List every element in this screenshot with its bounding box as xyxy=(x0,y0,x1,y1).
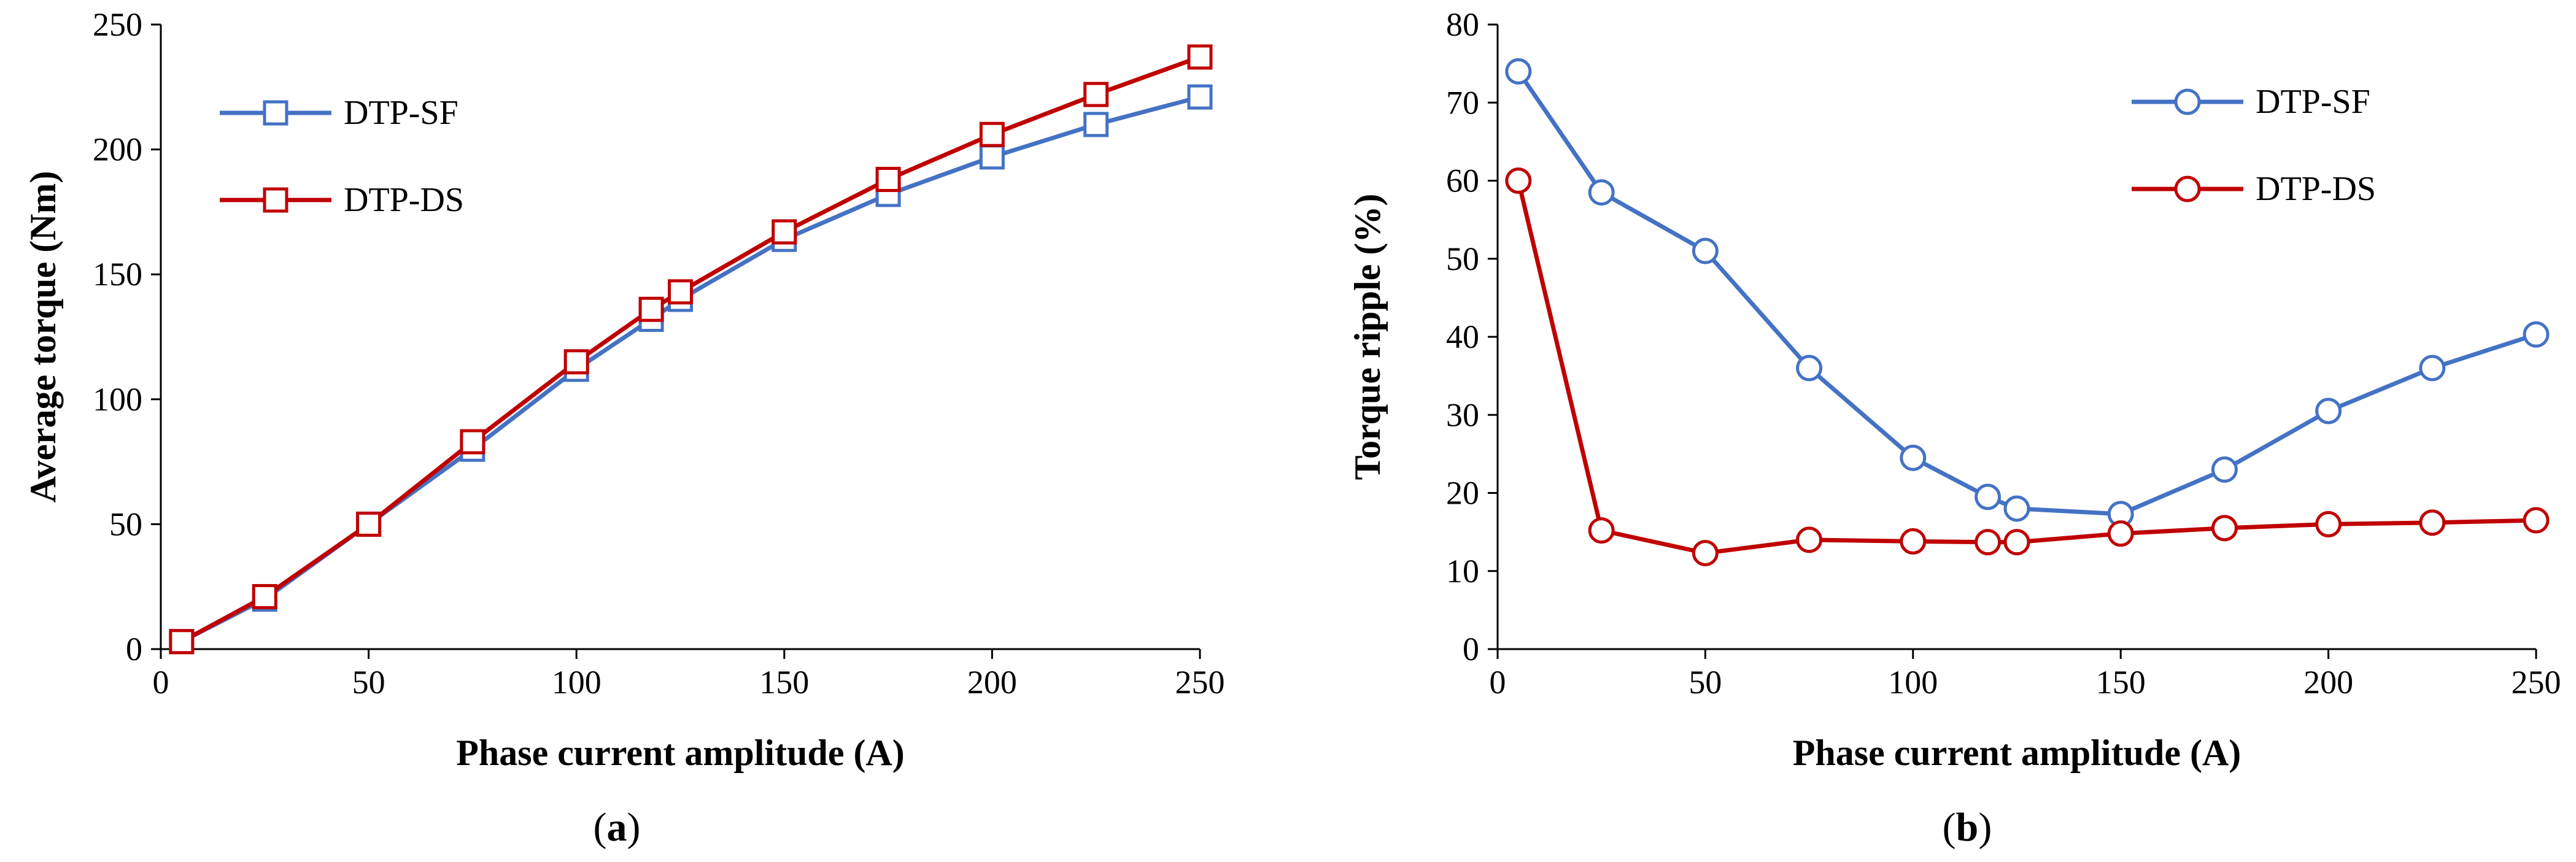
legend-label: DTP-DS xyxy=(2256,170,2376,208)
legend-label: DTP-DS xyxy=(344,181,464,219)
x-tick-label: 250 xyxy=(2512,664,2561,701)
y-tick-label: 40 xyxy=(1446,318,1479,355)
y-tick-label: 250 xyxy=(93,6,142,43)
legend-label: DTP-SF xyxy=(344,94,458,132)
data-point-dtp-ds xyxy=(1588,517,1615,544)
y-tick-label: 10 xyxy=(1446,553,1479,590)
x-tick-label: 150 xyxy=(2096,664,2146,701)
data-point-dtp-sf xyxy=(1505,58,1532,85)
data-point-dtp-sf xyxy=(1588,179,1615,206)
y-axis-title: Torque ripple (%) xyxy=(1347,194,1388,480)
data-point-dtp-sf xyxy=(1900,444,1927,471)
data-point-dtp-ds xyxy=(169,629,195,655)
data-point-dtp-ds xyxy=(2003,529,2030,556)
x-tick-label: 250 xyxy=(1175,664,1225,701)
y-tick-label: 30 xyxy=(1446,396,1479,433)
x-tick-label: 50 xyxy=(1688,664,1722,701)
y-tick-label: 70 xyxy=(1446,84,1479,121)
data-point-dtp-ds xyxy=(252,583,277,609)
x-tick-label: 100 xyxy=(1888,664,1938,701)
data-point-dtp-ds xyxy=(2523,507,2550,534)
data-point-dtp-ds xyxy=(979,121,1005,147)
panel-label: (b) xyxy=(1943,805,1992,850)
data-point-dtp-ds xyxy=(638,296,664,322)
data-point-dtp-ds xyxy=(668,279,693,305)
y-tick-label: 50 xyxy=(109,506,142,542)
chart-panel-a: 0 50 100 150 200 250 0 50 100 150 200 250 DTP-SF DTP-… xyxy=(23,6,1225,850)
x-tick-label: 100 xyxy=(552,664,601,701)
x-tick-label: 200 xyxy=(2303,664,2353,701)
data-point-dtp-sf xyxy=(1083,112,1109,137)
x-tick-label: 0 xyxy=(153,664,169,701)
data-point-dtp-ds xyxy=(2107,520,2134,547)
x-tick-label: 150 xyxy=(759,664,809,701)
data-point-dtp-ds xyxy=(1083,82,1109,107)
y-tick-label: 80 xyxy=(1446,6,1479,43)
data-point-dtp-ds xyxy=(356,511,382,537)
legend-marker xyxy=(2174,175,2201,202)
data-point-dtp-sf xyxy=(979,144,1005,170)
data-point-dtp-sf xyxy=(1692,237,1719,264)
data-point-dtp-ds xyxy=(1692,539,1719,566)
data-point-dtp-sf xyxy=(1796,355,1823,382)
data-point-dtp-ds xyxy=(460,429,485,455)
x-tick-label: 50 xyxy=(352,664,385,701)
legend-label: DTP-SF xyxy=(2256,83,2370,121)
y-axis-title: Average torque (Nm) xyxy=(23,171,63,503)
data-point-dtp-ds xyxy=(772,219,797,245)
data-point-dtp-sf xyxy=(2523,321,2550,348)
series-line-dtp-sf xyxy=(1516,70,2537,517)
data-point-dtp-sf xyxy=(2315,398,2342,425)
x-axis-title: Phase current amplitude (A) xyxy=(1793,733,2241,773)
legend-marker xyxy=(263,187,288,213)
x-axis-title: Phase current amplitude (A) xyxy=(456,733,905,773)
data-point-dtp-ds xyxy=(1900,528,1927,555)
legend-marker xyxy=(263,100,288,126)
data-point-dtp-sf xyxy=(2003,495,2030,522)
y-tick-label: 50 xyxy=(1446,241,1479,277)
data-point-dtp-ds xyxy=(563,349,589,375)
x-tick-label: 0 xyxy=(1490,664,1506,701)
y-tick-label: 60 xyxy=(1446,163,1479,199)
y-tick-label: 20 xyxy=(1446,475,1479,512)
x-tick-label: 200 xyxy=(967,664,1017,701)
data-point-dtp-ds xyxy=(1505,167,1532,194)
y-tick-label: 100 xyxy=(93,381,142,418)
data-point-dtp-sf xyxy=(1975,483,2002,510)
data-point-dtp-ds xyxy=(2211,515,2238,542)
data-point-dtp-ds xyxy=(1187,44,1213,70)
legend-marker xyxy=(2174,88,2201,115)
data-point-dtp-ds xyxy=(2419,509,2446,536)
chart-panel-b: 0 10 20 30 40 50 60 70 80 0 50 100 150 200 250 DTP-SF DT… xyxy=(1347,6,2561,850)
data-point-dtp-ds xyxy=(1796,526,1823,553)
data-point-dtp-ds xyxy=(2315,510,2342,537)
data-point-dtp-ds xyxy=(875,166,901,192)
y-tick-label: 150 xyxy=(93,256,142,293)
y-tick-label: 200 xyxy=(93,131,142,168)
series-line-dtp-sf xyxy=(180,94,1201,644)
series-line-dtp-ds xyxy=(1516,180,2537,555)
y-tick-label: 0 xyxy=(126,631,142,668)
data-point-dtp-sf xyxy=(2211,456,2238,483)
data-point-dtp-sf xyxy=(2419,355,2446,382)
data-point-dtp-ds xyxy=(1975,529,2002,556)
y-tick-label: 0 xyxy=(1463,631,1479,668)
data-point-dtp-sf xyxy=(1187,84,1213,110)
panel-label: (a) xyxy=(594,805,641,850)
series-line-dtp-ds xyxy=(180,55,1201,644)
